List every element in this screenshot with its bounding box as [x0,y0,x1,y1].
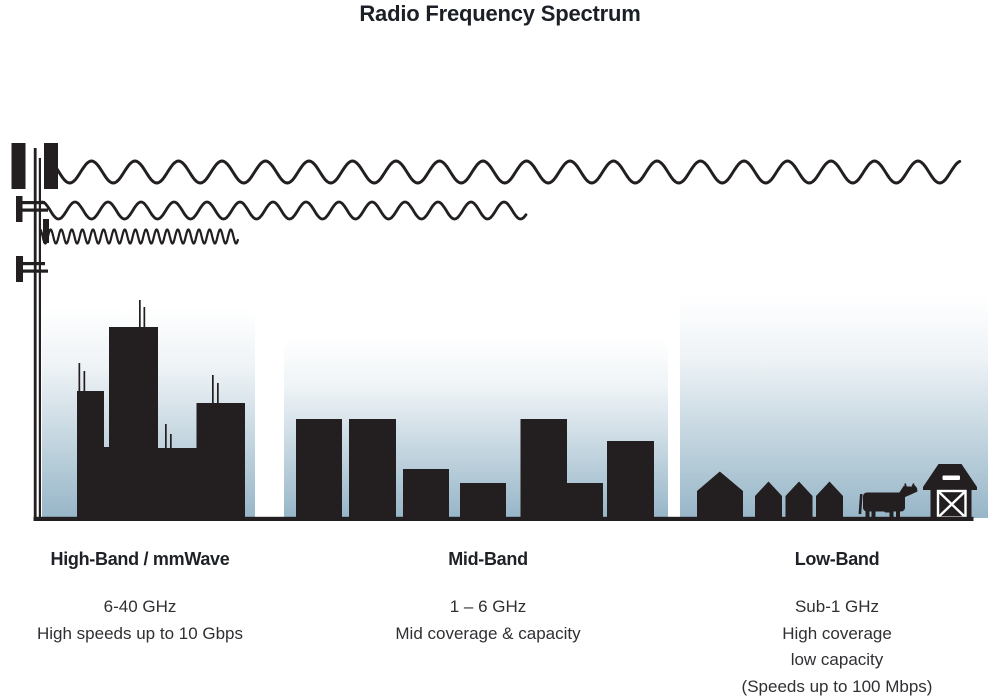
houses-icon [697,471,843,518]
cow-icon [858,483,918,518]
low-band-heading: Low-Band [794,549,880,569]
high-band-wave [38,228,239,245]
band-label-mid: Mid-Band 1 – 6 GHz Mid coverage & capaci… [395,549,580,647]
cell-tower-icon [11,143,58,518]
mid-band-heading: Mid-Band [448,549,528,569]
spectrum-illustration [11,143,988,521]
low-band-wave [46,159,962,185]
radio-waves [38,159,962,245]
mid-rise-buildings-icon [296,419,654,518]
low-band-description-1: High coverage [782,623,892,643]
page-title: Radio Frequency Spectrum [359,1,641,26]
mid-band-frequency: 1 – 6 GHz [449,597,527,616]
band-label-low: Low-Band Sub-1 GHz High coverage low cap… [742,549,933,700]
mid-band-wave [40,200,528,221]
ground-line [33,516,974,521]
high-band-heading: High-Band / mmWave [50,549,230,569]
low-band-description-2: low capacity [790,650,884,669]
band-label-high: High-Band / mmWave 6-40 GHz High speeds … [37,549,243,647]
low-band-frequency: Sub-1 GHz [794,597,880,616]
low-band-description-3: (Speeds up to 100 Mbps) [741,676,933,696]
mid-band-description: Mid coverage & capacity [395,623,581,643]
city-skyline-icon [77,300,245,518]
high-band-frequency: 6-40 GHz [103,597,177,616]
high-band-description: High speeds up to 10 Gbps [36,623,244,643]
